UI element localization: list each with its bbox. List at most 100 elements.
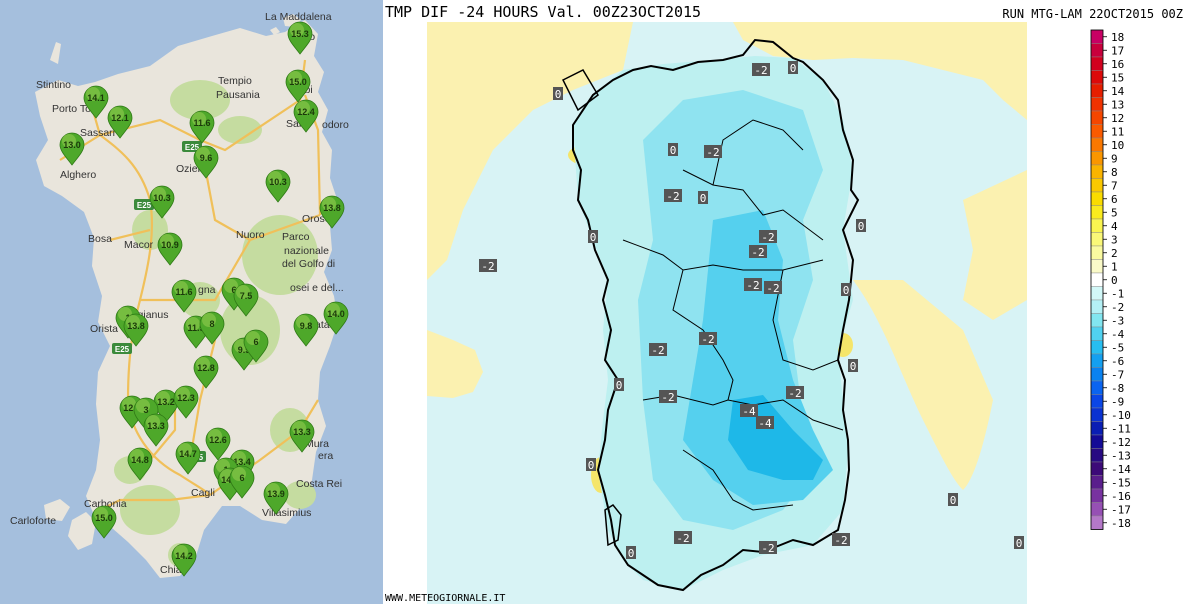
- station-pin[interactable]: 15.3: [287, 21, 313, 55]
- station-pin[interactable]: 9.8: [293, 313, 319, 347]
- legend-entry: -10: [1090, 407, 1131, 422]
- east-warm-area: [963, 170, 1027, 320]
- contour-label-text: 0: [1016, 537, 1023, 550]
- legend-swatch: [1090, 502, 1104, 517]
- contour-label: -2: [744, 278, 762, 292]
- station-pin[interactable]: 13.8: [319, 195, 345, 229]
- legend-frame: [1090, 29, 1104, 530]
- station-pin[interactable]: 6: [229, 465, 255, 499]
- station-pin[interactable]: 6: [243, 329, 269, 363]
- station-pin[interactable]: 15.0: [91, 505, 117, 539]
- place-label: Mura: [305, 438, 329, 450]
- station-pin[interactable]: 12.4: [293, 99, 319, 133]
- station-pin[interactable]: 13.3: [289, 419, 315, 453]
- place-label: Chia: [160, 564, 182, 576]
- footer-url: WWW.METEOGIORNALE.IT: [385, 593, 505, 604]
- legend-label: 16: [1111, 58, 1124, 71]
- contour-label: -2: [759, 541, 777, 555]
- station-pin[interactable]: 14.2: [171, 543, 197, 577]
- station-pin[interactable]: 15.0: [285, 69, 311, 103]
- pin-marker-icon: [193, 145, 219, 179]
- legend-label: -8: [1111, 382, 1124, 395]
- legend-entry: -3: [1090, 313, 1124, 327]
- legend-entry: -5: [1090, 340, 1124, 355]
- contour-label: 0: [614, 378, 624, 392]
- place-label: Alghero: [60, 169, 96, 181]
- station-pin[interactable]: 9.6: [193, 145, 219, 179]
- legend-label: -3: [1111, 314, 1124, 327]
- legend-entry: 13: [1090, 97, 1124, 111]
- station-value: 14.0: [327, 309, 345, 319]
- station-pin[interactable]: 14.8: [127, 447, 153, 481]
- station-pin[interactable]: 12.8: [193, 355, 219, 389]
- station-value: 10.9: [161, 240, 179, 250]
- contour-label: 0: [586, 458, 596, 472]
- legend-label: 14: [1111, 85, 1125, 98]
- station-value: 12.1: [123, 403, 141, 413]
- legend-label: -15: [1111, 476, 1131, 489]
- legend-swatch: [1090, 448, 1104, 463]
- contour-label: -2: [704, 145, 722, 159]
- station-value: 6: [253, 337, 258, 347]
- contour-label: 0: [698, 191, 708, 205]
- color-legend: 1817161514131211109876543210-1-2-3-4-5-6…: [1090, 29, 1131, 530]
- contour-label-text: 0: [590, 231, 597, 244]
- legend-label: -12: [1111, 436, 1131, 449]
- station-pin[interactable]: 11.6: [189, 110, 215, 144]
- station-pin[interactable]: 14.1: [83, 85, 109, 119]
- station-value: 12.4: [297, 107, 315, 117]
- legend-entry: -9: [1090, 394, 1124, 408]
- station-pin[interactable]: 7.5: [233, 283, 259, 317]
- legend-label: -2: [1111, 301, 1124, 314]
- legend-label: 8: [1111, 166, 1118, 179]
- station-value: 15.3: [291, 29, 309, 39]
- legend-entry: 18: [1090, 29, 1124, 44]
- pin-marker-icon: [285, 69, 311, 103]
- station-value: 14.7: [179, 449, 197, 459]
- legend-label: -7: [1111, 368, 1124, 381]
- station-pin[interactable]: 13.3: [143, 413, 169, 447]
- station-pin[interactable]: 11.6: [171, 279, 197, 313]
- station-pin[interactable]: 8: [199, 311, 225, 345]
- legend-label: -10: [1111, 409, 1131, 422]
- station-value: 13.3: [147, 421, 165, 431]
- station-value: 9.8: [300, 321, 313, 331]
- station-value: 13.3: [293, 427, 311, 437]
- station-pin[interactable]: 13.0: [59, 132, 85, 166]
- legend-entry: -17: [1090, 502, 1131, 517]
- pin-marker-icon: [171, 279, 197, 313]
- legend-entry: -13: [1090, 448, 1131, 463]
- pin-marker-icon: [175, 441, 201, 475]
- legend-swatch: [1090, 272, 1104, 287]
- station-pin[interactable]: 10.3: [149, 185, 175, 219]
- station-pin[interactable]: 13.8: [123, 313, 149, 347]
- legend-entry: 0: [1090, 272, 1118, 287]
- legend-label: 15: [1111, 71, 1124, 84]
- contour-label: -2: [674, 531, 692, 545]
- station-pin[interactable]: 12.1: [107, 105, 133, 139]
- station-value: 11.6: [193, 118, 210, 128]
- station-value: 9.6: [200, 153, 213, 163]
- station-map[interactable]: La MaddalenaPortoStintinoPorto ToTempioP…: [0, 0, 383, 604]
- station-value: 14.8: [131, 455, 149, 465]
- road-shield: E25: [112, 343, 132, 354]
- contour-label-text: -2: [701, 333, 714, 346]
- station-pin[interactable]: 10.3: [265, 169, 291, 203]
- island-asinara: [50, 42, 61, 64]
- station-pin[interactable]: 10.9: [157, 232, 183, 266]
- station-pin[interactable]: 12.6: [205, 427, 231, 461]
- station-pin[interactable]: 14.7: [175, 441, 201, 475]
- legend-entry: 6: [1090, 191, 1118, 206]
- legend-label: 3: [1111, 233, 1118, 246]
- station-pin[interactable]: 13.2: [153, 389, 179, 423]
- station-pin[interactable]: 14.0: [323, 301, 349, 335]
- contour-label: 0: [553, 87, 563, 101]
- legend-swatch: [1090, 286, 1104, 301]
- place-label: osei e del...: [290, 282, 344, 294]
- pin-marker-icon: [123, 313, 149, 347]
- station-pin[interactable]: 13.9: [263, 481, 289, 515]
- legend-label: -14: [1111, 463, 1131, 476]
- station-pin[interactable]: 12.3: [173, 385, 199, 419]
- legend-swatch: [1090, 340, 1104, 355]
- station-value: 10.3: [153, 193, 171, 203]
